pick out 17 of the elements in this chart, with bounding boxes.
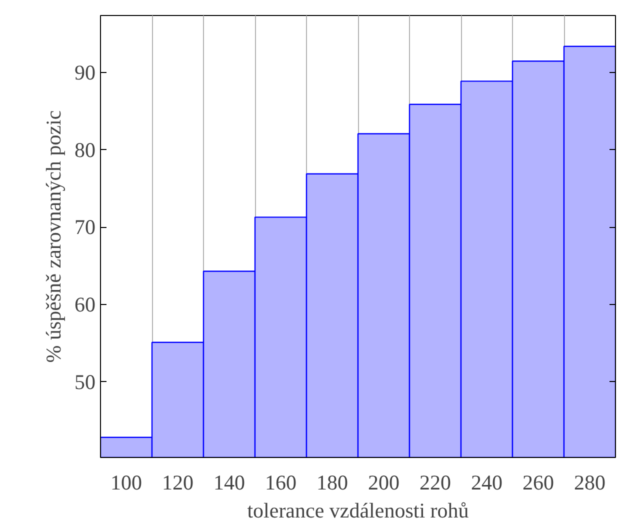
y-tick-label: 80 xyxy=(74,138,96,162)
x-tick-label: 120 xyxy=(162,470,194,494)
x-tick-label: 220 xyxy=(420,470,451,494)
x-tick-label: 140 xyxy=(214,470,245,494)
y-tick-label: 60 xyxy=(74,292,96,316)
x-tick-label: 200 xyxy=(368,470,400,494)
x-tick-label: 160 xyxy=(265,470,296,494)
x-axis-title: tolerance vzdálenosti rohů xyxy=(247,498,470,522)
x-tick-label: 260 xyxy=(522,470,554,494)
y-tick-label: 70 xyxy=(74,215,96,240)
x-tick-label: 280 xyxy=(574,470,606,494)
y-axis-title: % úspěšně zarovnaných pozic xyxy=(42,110,66,363)
x-tick-label: 100 xyxy=(110,470,142,494)
y-tick-label: 90 xyxy=(74,60,96,85)
x-tick-label: 240 xyxy=(471,470,502,494)
y-tick-label: 50 xyxy=(74,370,96,394)
x-tick-label: 180 xyxy=(316,470,348,494)
